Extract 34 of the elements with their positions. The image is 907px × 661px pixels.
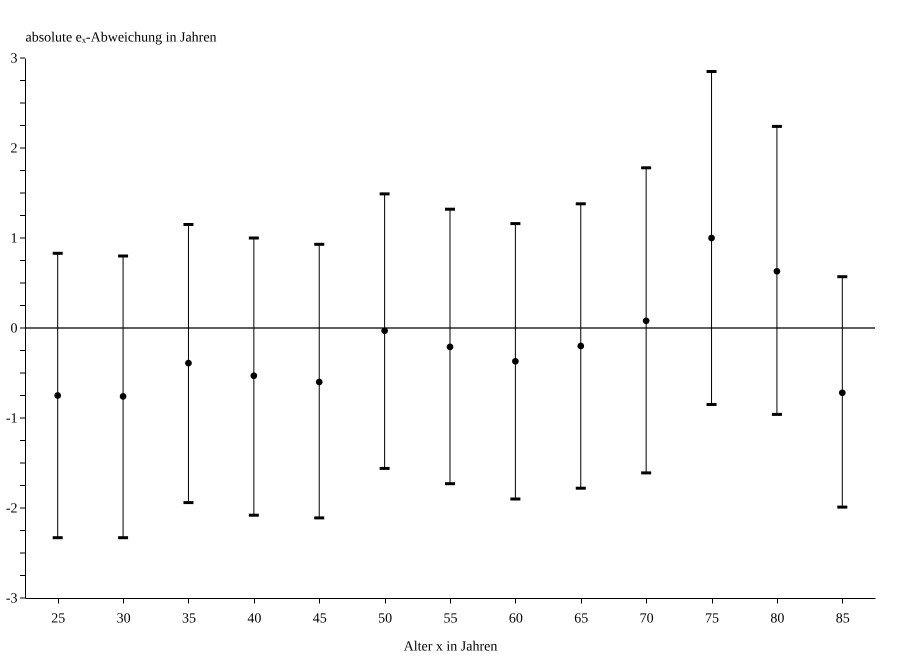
x-axis-title: Alter x in Jahren: [404, 640, 498, 654]
y-tick-label: -3: [6, 592, 18, 606]
y-tick-label: 1: [10, 232, 18, 246]
point: [774, 268, 780, 275]
point: [512, 358, 519, 365]
x-tick-label: 70: [640, 612, 654, 626]
point: [577, 342, 584, 350]
x-tick-label: 80: [770, 612, 784, 626]
point: [446, 344, 454, 350]
y-tick-label: 2: [10, 142, 18, 156]
point: [316, 378, 323, 386]
x-tick-label: 75: [705, 612, 720, 626]
x-tick-label: 65: [574, 612, 588, 626]
point: [185, 360, 192, 366]
point: [642, 317, 650, 324]
y-tick-label: 3: [10, 52, 18, 66]
x-tick-label: 85: [836, 612, 850, 626]
x-tick-label: 40: [247, 612, 262, 626]
y-tick-label: -1: [6, 412, 18, 426]
point: [708, 234, 715, 242]
point: [250, 372, 258, 380]
point: [54, 392, 62, 399]
point: [838, 389, 846, 396]
x-tick-label: 30: [116, 612, 131, 626]
point: [120, 393, 126, 400]
x-tick-label: 60: [508, 612, 523, 626]
x-tick-label: 55: [444, 612, 458, 626]
y-tick-label: -2: [6, 502, 18, 516]
x-tick-label: 25: [51, 612, 66, 626]
y-tick-label: 0: [10, 322, 18, 336]
x-tick-label: 45: [312, 612, 327, 626]
x-tick-label: 50: [378, 612, 392, 626]
y-axis-title: absolute eₓ-Abweichung in Jahren: [26, 30, 217, 46]
x-tick-label: 35: [182, 612, 196, 626]
